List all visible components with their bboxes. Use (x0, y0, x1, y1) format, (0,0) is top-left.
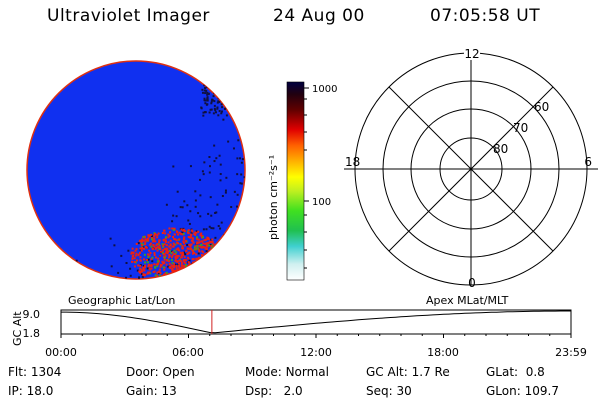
status-ip: IP: 18.0 (8, 384, 54, 398)
timeline-xtick: 06:00 (172, 346, 204, 359)
timeline-left-caption: Geographic Lat/Lon (68, 294, 176, 307)
mlt-label-12: 12 (464, 47, 479, 61)
status-door: Door: Open (126, 365, 195, 379)
lat-label-80: 80 (493, 142, 508, 156)
colorbar-panel: 1000 100 photon cm⁻²s⁻¹ (267, 81, 337, 281)
status-seq: Seq: 30 (366, 384, 412, 398)
status-glat: GLat: 0.8 (486, 365, 545, 379)
timeline-xtick: 12:00 (300, 346, 332, 359)
instrument-title: Ultraviolet Imager (47, 6, 210, 26)
colorbar (286, 81, 305, 281)
image-date: 24 Aug 00 (273, 6, 365, 26)
timeline-xtick: 18:00 (427, 346, 459, 359)
status-dsp: Dsp: 2.0 (245, 384, 303, 398)
status-glon: GLon: 109.7 (486, 384, 559, 398)
uv-image-panel (26, 60, 246, 280)
status-flt: Flt: 1304 (8, 365, 62, 379)
colorbar-unit-label: photon cm⁻²s⁻¹ (267, 155, 280, 240)
mlt-label-0: 0 (468, 276, 476, 290)
timeline-xtick: 23:59 (555, 346, 587, 359)
altitude-curve (61, 310, 571, 334)
colorbar-tick-label: 100 (312, 197, 331, 208)
lat-label-70: 70 (513, 121, 528, 135)
timeline-ytick: 1.8 (23, 327, 41, 340)
image-time: 07:05:58 UT (430, 6, 541, 26)
timeline-xtick: 00:00 (45, 346, 77, 359)
colorbar-tick-label: 1000 (312, 84, 337, 95)
mlt-label-18: 18 (345, 155, 360, 169)
timeline-ytick: 9.0 (23, 308, 41, 321)
lat-label-60: 60 (534, 100, 549, 114)
status-gain: Gain: 13 (126, 384, 177, 398)
timeline-right-caption: Apex MLat/MLT (426, 294, 509, 307)
status-gc-alt: GC Alt: 1.7 Re (366, 365, 450, 379)
altitude-timeline: GC Alt 9.0 1.8 00:00 06:00 12:00 18:00 2… (11, 308, 587, 359)
status-mode: Mode: Normal (245, 365, 329, 379)
mlt-label-6: 6 (584, 155, 592, 169)
timeline-frame (60, 309, 572, 335)
timeline-axis-label: GC Alt (11, 311, 24, 346)
polar-mlt-plot: 12 18 6 0 60 70 80 (344, 47, 598, 290)
